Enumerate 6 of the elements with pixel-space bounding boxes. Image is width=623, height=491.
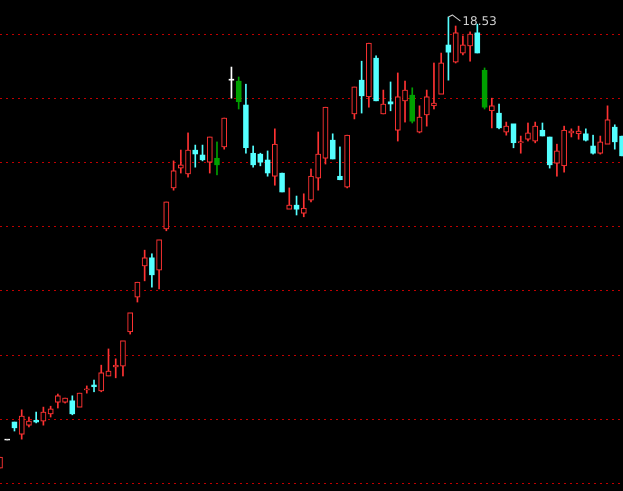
annotation: 18.53: [462, 14, 497, 28]
candlestick: [337, 146, 343, 180]
candlestick: [106, 348, 112, 376]
candlestick: [388, 82, 394, 112]
candlestick: [294, 196, 300, 216]
candlestick: [214, 142, 220, 176]
